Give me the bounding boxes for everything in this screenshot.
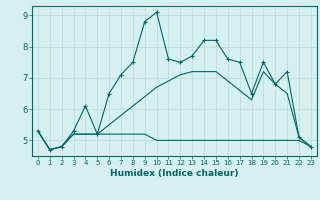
X-axis label: Humidex (Indice chaleur): Humidex (Indice chaleur)	[110, 169, 239, 178]
